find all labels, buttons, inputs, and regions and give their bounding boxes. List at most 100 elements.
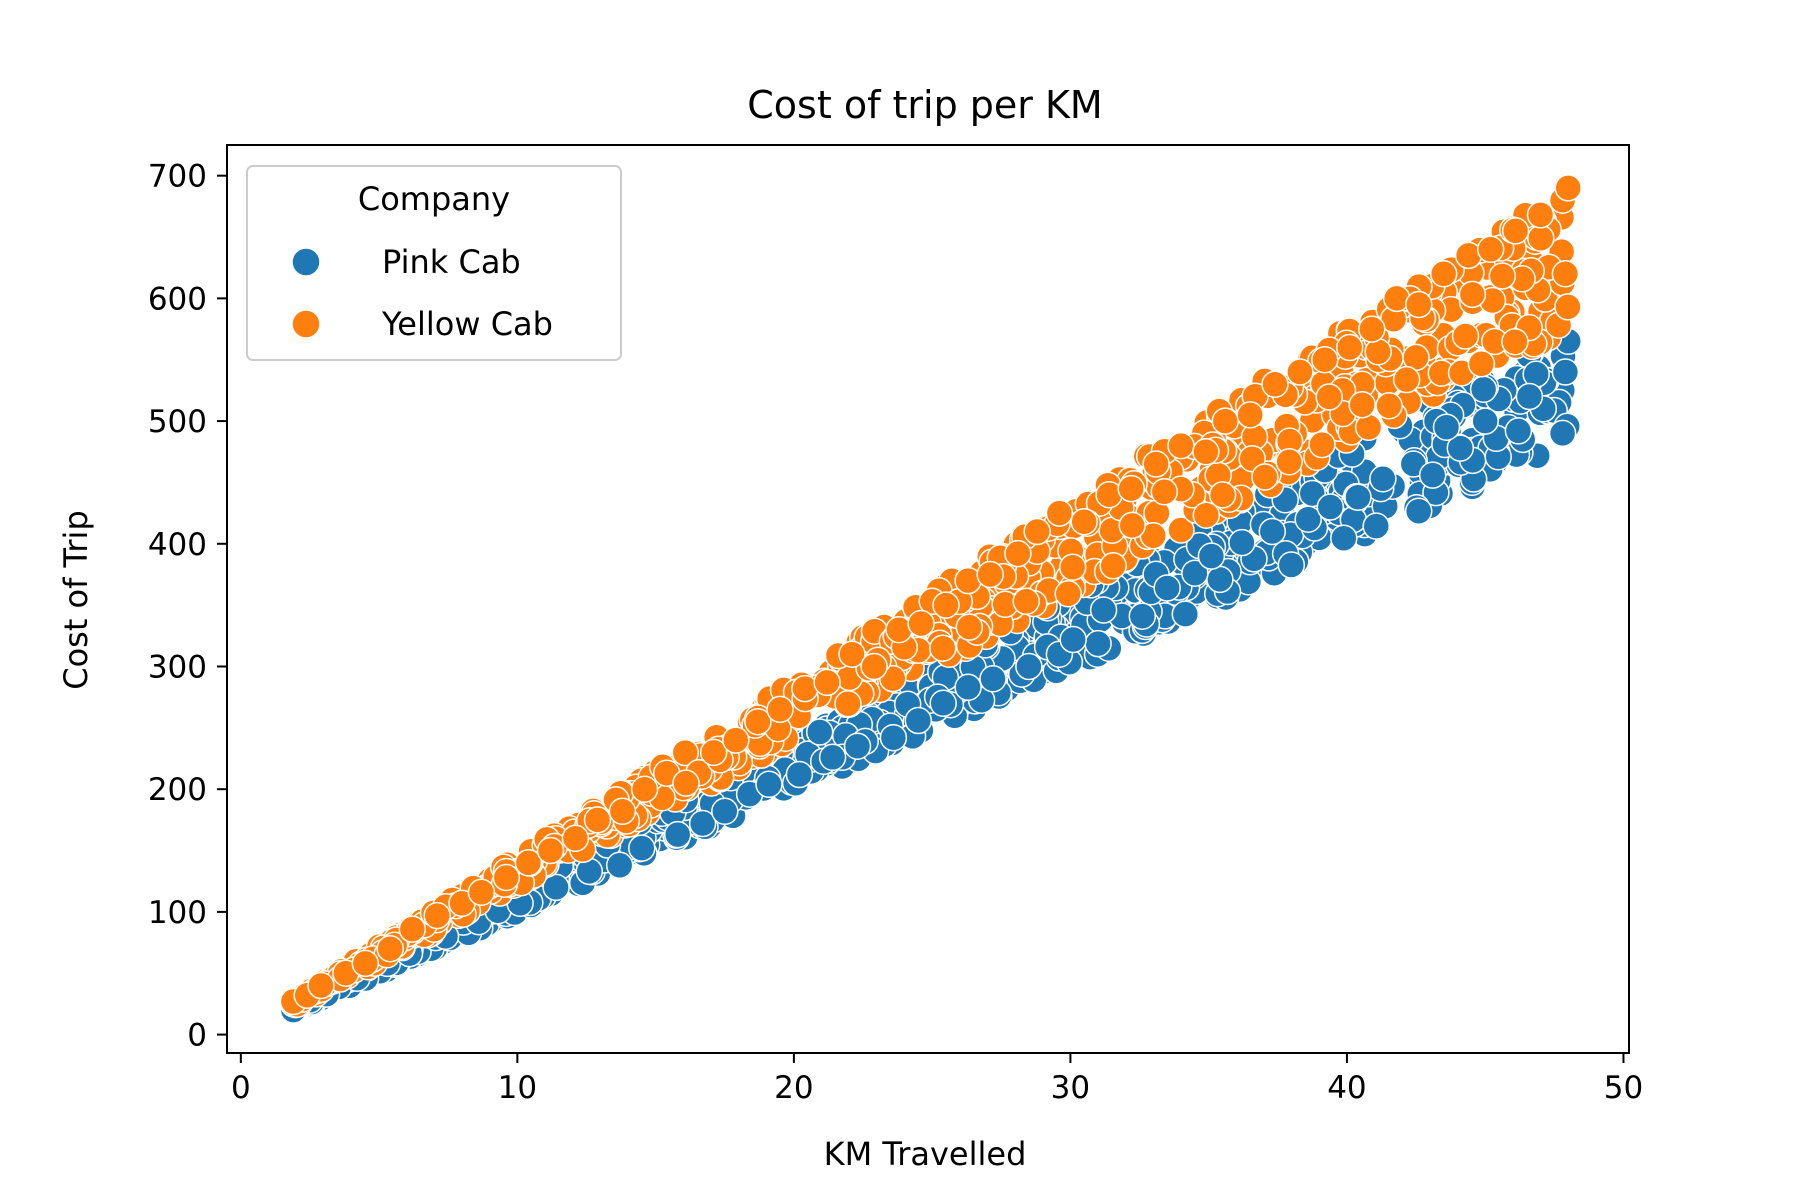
y-tick-label: 200 (148, 772, 207, 808)
point-pink-cab (1084, 629, 1112, 658)
point-yellow-cab (1251, 463, 1279, 491)
point-yellow-cab (608, 797, 637, 826)
point-yellow-cab (1192, 501, 1221, 529)
point-pink-cab (904, 706, 933, 735)
point-yellow-cab (1335, 333, 1364, 362)
point-yellow-cab (398, 915, 427, 943)
legend-marker-pink-cab (291, 247, 321, 277)
point-pink-cab (1015, 652, 1043, 681)
point-yellow-cab (1167, 431, 1195, 460)
point-yellow-cab (932, 591, 960, 619)
point-yellow-cab (1527, 224, 1555, 252)
point-yellow-cab (1118, 511, 1146, 540)
x-tick-label: 0 (231, 1070, 251, 1106)
point-pink-cab (1362, 512, 1390, 540)
point-pink-cab (879, 723, 908, 752)
point-pink-cab (1369, 465, 1397, 493)
point-pink-cab (711, 797, 739, 826)
point-pink-cab (1316, 493, 1345, 521)
point-yellow-cab (1501, 217, 1530, 245)
point-yellow-cab (1058, 553, 1087, 582)
point-yellow-cab (376, 934, 404, 963)
point-pink-cab (542, 873, 570, 902)
point-yellow-cab (860, 652, 888, 681)
y-axis-title: Cost of Trip (57, 510, 95, 690)
point-pink-cab (1128, 602, 1157, 630)
point-yellow-cab (1554, 293, 1582, 321)
point-yellow-cab (351, 949, 380, 978)
point-yellow-cab (672, 769, 700, 797)
point-yellow-cab (423, 901, 451, 930)
point-pink-cab (1446, 434, 1475, 462)
point-yellow-cab (1211, 407, 1240, 435)
x-axis: 0 10 20 30 40 50 (231, 1053, 1643, 1106)
point-pink-cab (755, 770, 783, 799)
point-yellow-cab (514, 849, 543, 877)
point-pink-cab (1432, 413, 1461, 441)
legend-label-pink-cab: Pink Cab (382, 243, 521, 281)
point-yellow-cab (722, 726, 750, 754)
point-yellow-cab (307, 971, 335, 1000)
point-pink-cab (1181, 559, 1209, 587)
point-yellow-cab (1354, 413, 1383, 442)
point-pink-cab (1344, 483, 1372, 511)
point-yellow-cab (976, 560, 1004, 589)
point-pink-cab (1228, 528, 1256, 557)
x-tick-label: 40 (1327, 1070, 1366, 1106)
point-yellow-cab (1554, 174, 1582, 202)
point-pink-cab (605, 851, 634, 880)
y-tick-label: 0 (187, 1018, 207, 1054)
point-pink-cab (1548, 419, 1577, 448)
y-axis: 0 100 200 300 400 500 600 700 (148, 159, 227, 1054)
point-yellow-cab (1429, 260, 1458, 288)
point-yellow-cab (583, 806, 612, 834)
point-yellow-cab (1099, 552, 1127, 580)
point-pink-cab (1551, 358, 1580, 386)
point-yellow-cab (1070, 507, 1098, 536)
point-pink-cab (1294, 505, 1322, 533)
point-yellow-cab (1488, 262, 1517, 290)
point-yellow-cab (467, 878, 496, 907)
point-yellow-cab (1261, 370, 1289, 399)
point-pink-cab (979, 665, 1007, 693)
x-tick-label: 50 (1604, 1070, 1643, 1106)
point-yellow-cab (1476, 235, 1505, 264)
point-pink-cab (1404, 497, 1433, 525)
point-yellow-cab (1364, 338, 1392, 366)
y-tick-label: 600 (148, 281, 207, 317)
legend-box (246, 165, 622, 361)
point-yellow-cab (1054, 580, 1082, 608)
point-yellow-cab (1192, 438, 1220, 466)
point-yellow-cab (744, 707, 772, 736)
point-yellow-cab (1501, 327, 1529, 356)
point-pink-cab (805, 718, 834, 746)
y-tick-label: 400 (148, 527, 207, 563)
y-tick-label: 100 (148, 895, 207, 931)
series-yellow-cab (279, 174, 1582, 1019)
point-pink-cab (843, 732, 872, 760)
point-pink-cab (785, 760, 814, 789)
point-yellow-cab (838, 640, 866, 668)
point-yellow-cab (1308, 430, 1336, 459)
point-yellow-cab (1004, 539, 1032, 568)
point-yellow-cab (1375, 392, 1403, 420)
plot-points (279, 174, 1582, 1024)
point-yellow-cab (1012, 587, 1040, 616)
point-yellow-cab (1405, 290, 1433, 319)
point-yellow-cab (1315, 383, 1343, 411)
point-pink-cab (1197, 542, 1226, 570)
point-yellow-cab (1117, 474, 1145, 503)
point-pink-cab (954, 673, 982, 702)
chart-title: Cost of trip per KM (747, 83, 1102, 127)
point-pink-cab (1277, 551, 1306, 579)
x-axis-title: KM Travelled (824, 1135, 1027, 1173)
point-pink-cab (1504, 417, 1533, 445)
point-pink-cab (1089, 596, 1118, 624)
point-yellow-cab (671, 738, 700, 767)
point-yellow-cab (955, 613, 984, 641)
point-yellow-cab (561, 824, 590, 853)
point-yellow-cab (536, 836, 565, 865)
point-yellow-cab (929, 634, 957, 662)
y-tick-label: 300 (148, 649, 207, 685)
